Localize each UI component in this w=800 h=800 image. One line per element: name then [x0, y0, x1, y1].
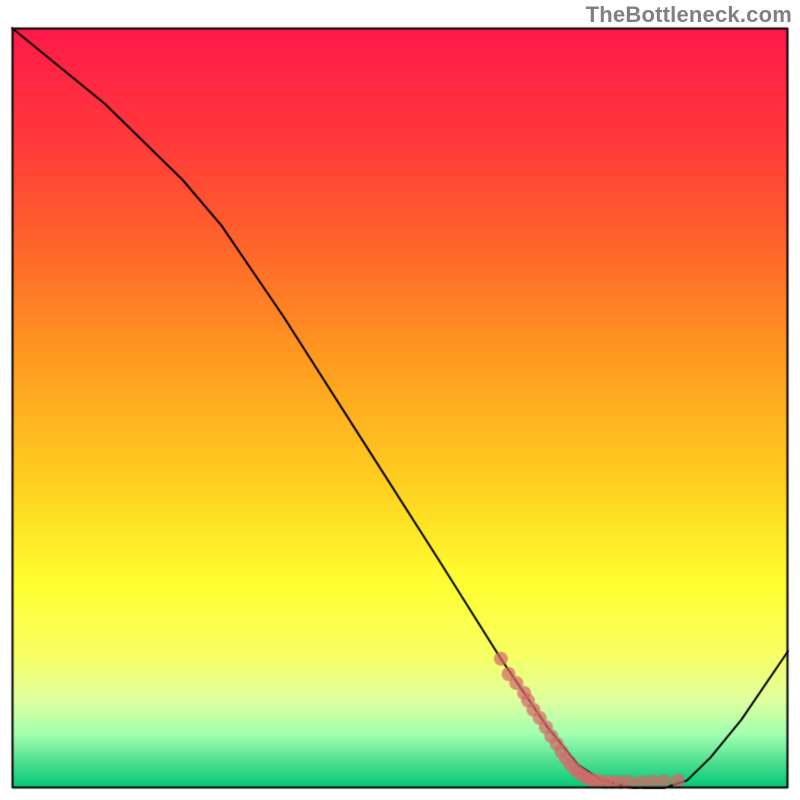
- chart-container: TheBottleneck.com: [0, 0, 800, 800]
- bottleneck-chart-canvas: [0, 0, 800, 800]
